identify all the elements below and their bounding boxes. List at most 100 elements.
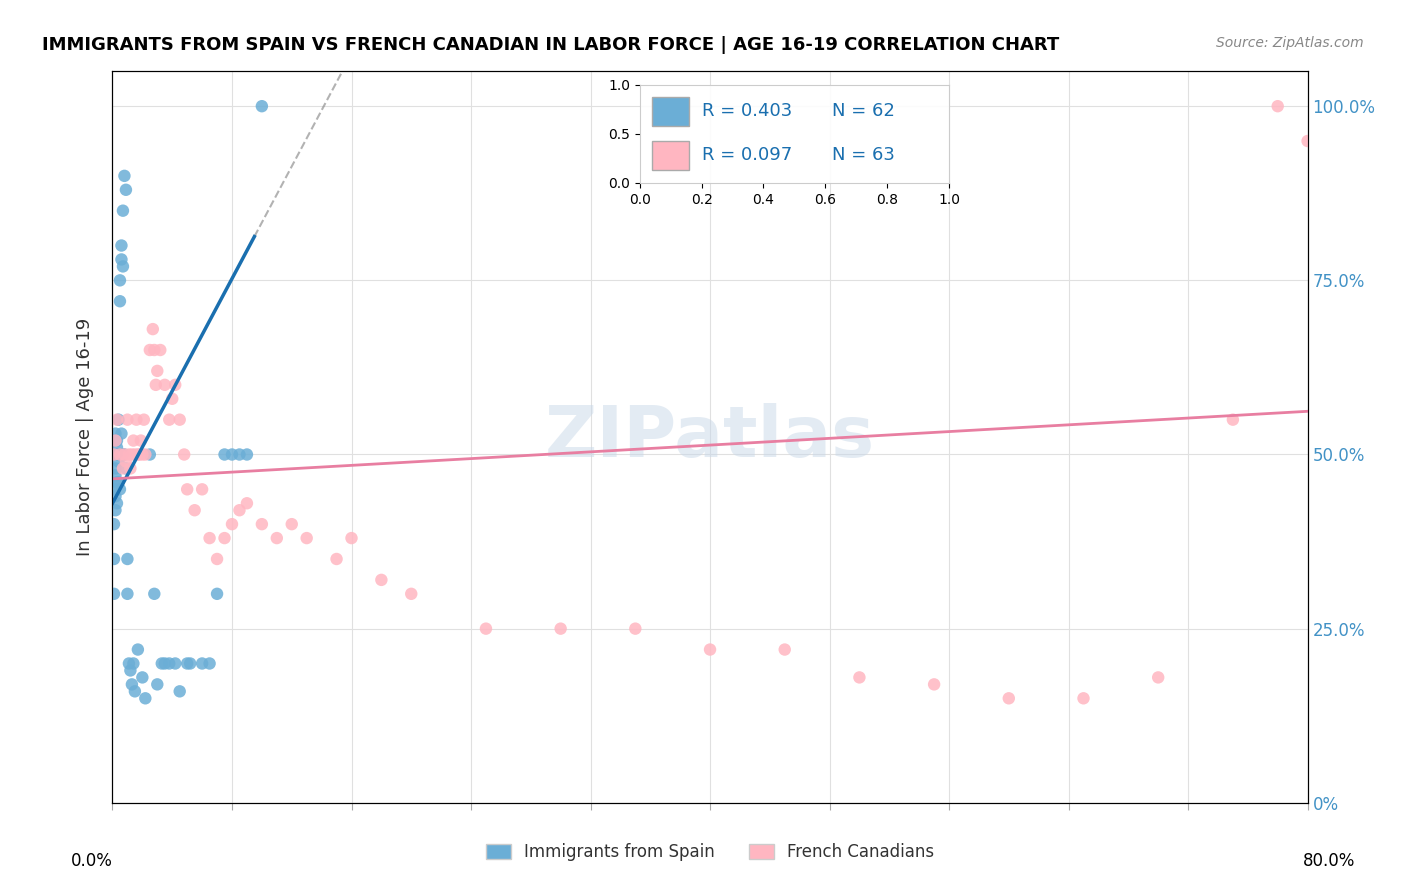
FancyBboxPatch shape bbox=[652, 141, 689, 170]
Point bbox=[169, 412, 191, 426]
Point bbox=[205, 552, 228, 566]
Point bbox=[121, 448, 143, 462]
Point bbox=[117, 587, 139, 601]
Point bbox=[134, 448, 156, 462]
Point bbox=[103, 448, 125, 462]
Text: R = 0.403: R = 0.403 bbox=[702, 103, 792, 120]
Point bbox=[1073, 691, 1095, 706]
Point bbox=[998, 691, 1021, 706]
Point bbox=[114, 448, 135, 462]
Point bbox=[134, 691, 156, 706]
Point bbox=[139, 448, 162, 462]
FancyBboxPatch shape bbox=[652, 96, 689, 126]
Point bbox=[475, 622, 498, 636]
Point bbox=[122, 657, 145, 671]
Point bbox=[104, 489, 127, 503]
Point bbox=[340, 531, 363, 545]
Point bbox=[1222, 412, 1244, 426]
Point bbox=[108, 273, 131, 287]
Point bbox=[266, 531, 288, 545]
Point bbox=[127, 448, 149, 462]
Point bbox=[198, 531, 221, 545]
Point bbox=[110, 252, 132, 267]
Point bbox=[131, 448, 153, 462]
Point bbox=[153, 657, 176, 671]
Point bbox=[108, 483, 131, 497]
Point bbox=[157, 412, 180, 426]
Point bbox=[183, 503, 205, 517]
Point bbox=[146, 364, 169, 378]
Point bbox=[108, 294, 131, 309]
Point bbox=[104, 434, 127, 448]
Point bbox=[236, 448, 259, 462]
Point bbox=[221, 448, 243, 462]
Point bbox=[104, 426, 127, 441]
Point bbox=[104, 468, 127, 483]
Point bbox=[105, 434, 128, 448]
Point bbox=[624, 622, 647, 636]
Point bbox=[773, 642, 796, 657]
Point bbox=[115, 183, 138, 197]
Point bbox=[162, 392, 183, 406]
Point bbox=[125, 412, 148, 426]
Point bbox=[111, 203, 134, 218]
Point bbox=[145, 377, 167, 392]
Point bbox=[198, 657, 221, 671]
Point bbox=[295, 531, 318, 545]
Text: N = 63: N = 63 bbox=[831, 146, 894, 164]
Point bbox=[176, 657, 198, 671]
Point bbox=[107, 412, 129, 426]
Point bbox=[848, 670, 870, 684]
Legend: Immigrants from Spain, French Canadians: Immigrants from Spain, French Canadians bbox=[479, 837, 941, 868]
Point bbox=[115, 461, 138, 475]
Point bbox=[205, 587, 228, 601]
Point bbox=[1147, 670, 1170, 684]
Point bbox=[117, 552, 139, 566]
Point bbox=[108, 448, 131, 462]
Point bbox=[115, 454, 138, 468]
Point bbox=[114, 169, 135, 183]
Point bbox=[214, 448, 236, 462]
Point bbox=[150, 657, 173, 671]
Point bbox=[139, 343, 162, 357]
Point bbox=[103, 587, 125, 601]
Point bbox=[173, 448, 195, 462]
Point bbox=[143, 587, 166, 601]
Text: N = 62: N = 62 bbox=[831, 103, 894, 120]
Point bbox=[228, 503, 250, 517]
Point bbox=[110, 238, 132, 252]
Point bbox=[105, 412, 128, 426]
Point bbox=[124, 684, 146, 698]
Text: R = 0.097: R = 0.097 bbox=[702, 146, 792, 164]
Point bbox=[250, 99, 273, 113]
Point bbox=[111, 260, 134, 274]
Point bbox=[105, 475, 128, 490]
Point bbox=[1312, 169, 1334, 183]
Point bbox=[118, 448, 141, 462]
Point bbox=[107, 448, 129, 462]
Point bbox=[132, 412, 155, 426]
Point bbox=[149, 343, 172, 357]
Point bbox=[146, 677, 169, 691]
Point bbox=[250, 517, 273, 532]
Point bbox=[127, 642, 149, 657]
Point bbox=[117, 412, 139, 426]
Point bbox=[128, 448, 150, 462]
Point bbox=[107, 454, 129, 468]
Point bbox=[103, 483, 125, 497]
Point bbox=[179, 657, 201, 671]
Point bbox=[104, 461, 127, 475]
Point bbox=[401, 587, 423, 601]
Point bbox=[228, 448, 250, 462]
Point bbox=[236, 496, 259, 510]
Point bbox=[1267, 99, 1289, 113]
Y-axis label: In Labor Force | Age 16-19: In Labor Force | Age 16-19 bbox=[76, 318, 94, 557]
Point bbox=[105, 441, 128, 455]
Point bbox=[122, 434, 145, 448]
Point bbox=[325, 552, 347, 566]
Point bbox=[1296, 134, 1319, 148]
Text: Source: ZipAtlas.com: Source: ZipAtlas.com bbox=[1216, 36, 1364, 50]
Point bbox=[699, 642, 721, 657]
Point bbox=[105, 496, 128, 510]
Point bbox=[191, 483, 214, 497]
